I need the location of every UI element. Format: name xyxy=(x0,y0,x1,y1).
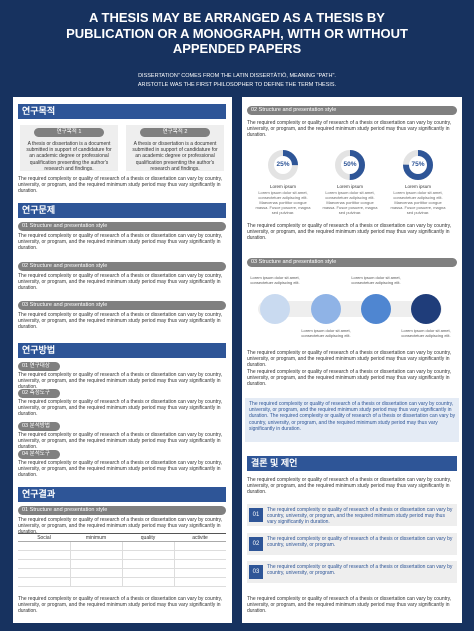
body-text: The required complexity or quality of re… xyxy=(247,596,452,615)
table-cell xyxy=(122,578,174,587)
step-text: Lorem ipsum dolor sit amet, consectetuer… xyxy=(351,275,401,285)
donut-title: Lorem ipsum xyxy=(404,184,431,189)
body-text: The required complexity or quality of re… xyxy=(267,564,453,577)
table-header: Social xyxy=(18,533,70,542)
step-text: Lorem ipsum dolor sit amet, consectetuer… xyxy=(250,275,300,285)
donut-text: Lorem ipsum dolor sit amet, consectetuer… xyxy=(255,190,311,215)
subtitle: DISSERTATION" COMES FROM THE LATIN DISSE… xyxy=(138,73,336,79)
body-text: The required complexity or quality of re… xyxy=(18,372,223,391)
item-number: 02 xyxy=(249,537,263,551)
table-cell xyxy=(174,569,226,578)
table-cell xyxy=(18,542,70,551)
section-heading: 연구문제 xyxy=(18,203,226,218)
body-text: The required complexity or quality of re… xyxy=(247,369,452,388)
table-cell xyxy=(174,551,226,560)
subheading: 02 Structure and presentation style xyxy=(247,106,457,115)
body-text: A thesis or dissertation is a document s… xyxy=(132,141,218,172)
numbered-item xyxy=(247,533,457,555)
body-text: The required complexity or quality of re… xyxy=(247,223,452,242)
table-cell xyxy=(18,569,70,578)
body-text: The required complexity or quality of re… xyxy=(18,596,223,615)
donut-text: Lorem ipsum dolor sit amet, consectetuer… xyxy=(390,190,446,215)
table-header: minimum xyxy=(70,533,122,542)
body-text: The required complexity or quality of re… xyxy=(247,350,452,369)
table-cell xyxy=(70,551,122,560)
table-header: quality xyxy=(122,533,174,542)
subheading: 01 Structure and presentation style xyxy=(18,222,226,231)
table-cell xyxy=(18,551,70,560)
step-text: Lorem ipsum dolor sit amet, consectetuer… xyxy=(401,328,451,338)
subheading: 02 Structure and presentation style xyxy=(18,262,226,271)
item-number: 01 xyxy=(249,508,263,522)
donut-text: Lorem ipsum dolor sit amet, consectetuer… xyxy=(322,190,378,215)
table-cell xyxy=(174,578,226,587)
subheading: 02 측정도구 xyxy=(18,389,60,398)
donut-label: 50% xyxy=(343,161,357,168)
body-text: The required complexity or quality of re… xyxy=(18,399,223,418)
numbered-item xyxy=(247,504,457,526)
table-cell xyxy=(122,542,174,551)
table-header: activite xyxy=(174,533,226,542)
table-cell xyxy=(70,578,122,587)
body-text: The required complexity or quality of re… xyxy=(18,460,223,479)
table-cell xyxy=(70,542,122,551)
body-text: The required complexity or quality of re… xyxy=(18,517,223,536)
subheading: 01 Structure and presentation style xyxy=(18,506,226,515)
table-cell xyxy=(70,560,122,569)
card-title: 연구목적 1 xyxy=(34,128,104,137)
card-title: 연구목적 2 xyxy=(140,128,210,137)
donut-title: Lorem ipsum xyxy=(336,184,363,189)
step-text: Lorem ipsum dolor sit amet, consectetuer… xyxy=(301,328,351,338)
body-text: The required complexity or quality of re… xyxy=(249,401,456,432)
table-cell xyxy=(174,542,226,551)
title: A THESIS MAY BE ARRANGED AS A THESIS BY … xyxy=(66,10,408,56)
section-heading: 결론 및 제언 xyxy=(247,456,457,471)
section-heading: 연구목적 xyxy=(18,104,226,119)
section-heading: 연구방법 xyxy=(18,343,226,358)
table-cell xyxy=(122,569,174,578)
subheading: 03 분석방법 xyxy=(18,422,60,431)
numbered-item xyxy=(247,561,457,583)
table-cell xyxy=(18,560,70,569)
body-text: The required complexity or quality of re… xyxy=(267,536,453,549)
body-text: The required complexity or quality of re… xyxy=(18,273,223,292)
body-text: The required complexity or quality of re… xyxy=(247,477,452,496)
highlight-box xyxy=(245,398,459,442)
table-cell xyxy=(70,569,122,578)
body-text: The required complexity or quality of re… xyxy=(247,120,452,139)
subheading: 04 분석도구 xyxy=(18,450,60,459)
body-text: A thesis or dissertation is a document s… xyxy=(26,141,112,172)
item-number: 03 xyxy=(249,565,263,579)
section-heading: 연구결과 xyxy=(18,487,226,502)
donut-title: Lorem ipsum xyxy=(269,184,296,189)
body-text: The required complexity or quality of re… xyxy=(267,507,453,526)
table-cell xyxy=(122,560,174,569)
left-panel xyxy=(13,97,232,623)
table-cell xyxy=(18,578,70,587)
body-text: The required complexity or quality of re… xyxy=(18,312,223,331)
donut-label: 75% xyxy=(411,161,425,168)
body-text: The required complexity or quality of re… xyxy=(18,176,223,195)
donut-label: 25% xyxy=(276,161,290,168)
subheading: 03 Structure and presentation style xyxy=(18,301,226,310)
subheading: 01 연구대상 xyxy=(18,362,60,371)
body-text: The required complexity or quality of re… xyxy=(18,432,223,451)
table-cell xyxy=(174,560,226,569)
body-text: The required complexity or quality of re… xyxy=(18,233,223,252)
subtitle: ARISTOTLE WAS THE FIRST PHILOSOPHER TO D… xyxy=(137,82,337,88)
subheading: 03 Structure and presentation style xyxy=(247,258,457,267)
table-cell xyxy=(122,551,174,560)
